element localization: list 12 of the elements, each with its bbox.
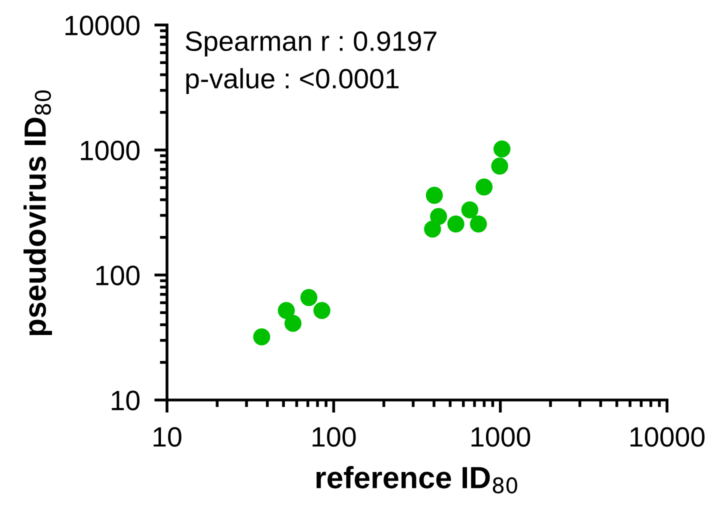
x-tick-label: 10: [154, 427, 182, 447]
y-tick-label: 100: [96, 266, 140, 286]
x-tick-label: 1000: [472, 427, 530, 447]
x-tick-label: 10000: [630, 427, 705, 447]
x-axis-title: reference ID$_{80}$: [316, 466, 518, 494]
x-tick-label: 100: [312, 427, 356, 447]
annotation: Spearman r : 0.9197: [186, 31, 436, 57]
y-tick-label: 1000: [80, 140, 140, 160]
annotation: p-value : <0.0001: [186, 68, 399, 94]
y-axis-title: pseudovirus ID$_{80}$: [24, 90, 52, 336]
y-tick-label: 10000: [65, 16, 140, 36]
y-tick-label: 10: [112, 390, 140, 410]
